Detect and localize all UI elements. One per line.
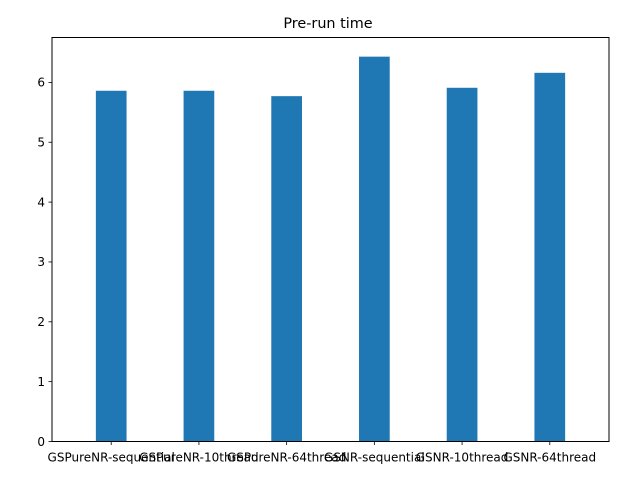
bars-group [95, 56, 566, 442]
y-tick-label: 4 [37, 195, 45, 209]
x-axis: GSPureNR-sequentialGSPureNR-10threadGSPu… [48, 441, 596, 465]
chart-title: Pre-run time [283, 16, 372, 32]
bar-4 [446, 87, 478, 442]
y-tick-label: 0 [37, 435, 45, 449]
x-tick-label: GSPureNR-64thread [227, 451, 346, 465]
y-tick-label: 2 [37, 315, 45, 329]
x-tick-label: GSPureNR-sequential [48, 451, 175, 465]
bar-5 [534, 72, 566, 442]
bar-1 [183, 90, 215, 442]
y-axis: 0 1 2 3 4 5 6 [37, 76, 52, 449]
x-tick-label: GSPureNR-10thread [139, 451, 258, 465]
bar-3 [359, 56, 390, 442]
y-tick-label: 6 [37, 76, 45, 90]
plot-frame [51, 37, 610, 442]
y-tick-label: 3 [37, 255, 45, 269]
y-tick-label: 1 [37, 375, 45, 389]
x-tick-label: GSNR-10thread [416, 451, 509, 465]
bar-0 [95, 90, 127, 442]
x-tick-label: GSNR-sequential [324, 451, 425, 465]
y-tick-label: 5 [37, 136, 45, 150]
x-tick-label: GSNR-64thread [503, 451, 596, 465]
bar-2 [271, 96, 302, 442]
